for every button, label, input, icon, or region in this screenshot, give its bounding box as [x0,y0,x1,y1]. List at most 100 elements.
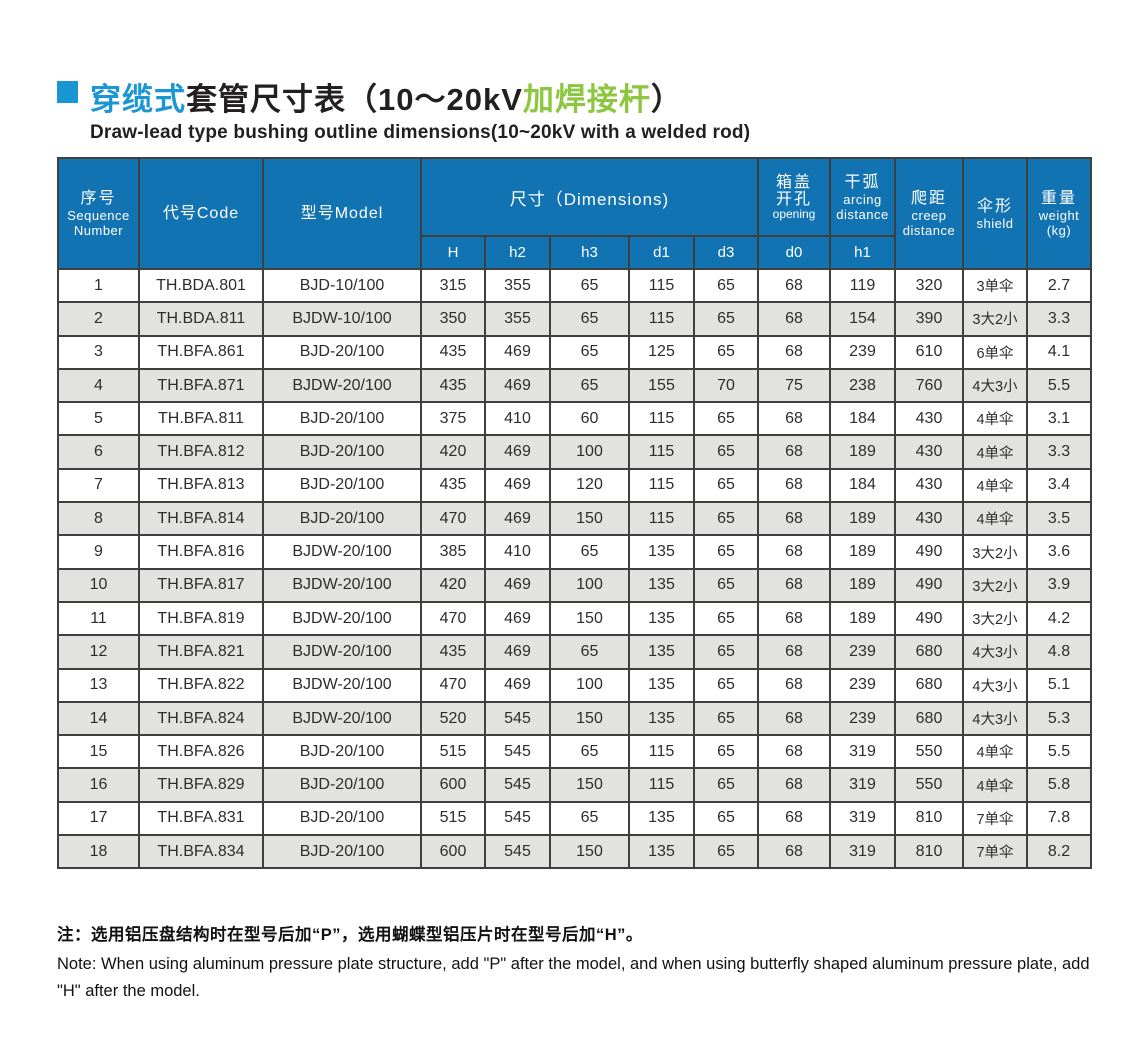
table-cell: 68 [757,334,831,370]
table-cell: BJD-10/100 [262,267,422,304]
table-cell: 3.4 [1026,467,1092,504]
table-cell: 65 [693,700,759,737]
table-cell: 68 [757,734,831,770]
table-cell: 3.1 [1026,401,1092,437]
subheader-h3: h3 [549,235,630,270]
table-cell: 469 [484,667,551,703]
table-cell: BJDW-20/100 [262,567,422,603]
table-cell: 6单伞 [962,334,1028,370]
table-cell: 65 [693,334,759,370]
table-cell: 68 [757,501,831,537]
table-cell: 150 [549,767,630,803]
table-cell: TH.BFA.829 [138,767,264,803]
table-cell: 3大2小 [962,567,1028,603]
table-cell: 115 [628,467,695,504]
table-cell: 4.2 [1026,600,1092,637]
table-cell: 4大3小 [962,634,1028,670]
table-cell: 65 [693,467,759,504]
table-row: 9 TH.BFA.816 BJDW-20/100 385 410 65 135 65 68 189… [57,534,1092,570]
table-cell: 4大3小 [962,700,1028,737]
table-cell: 469 [484,567,551,603]
table-cell: 3.5 [1026,501,1092,537]
table-cell: 435 [420,334,486,370]
table-cell: 490 [894,534,964,570]
title-zh-blue: 穿缆式 [90,82,186,117]
table-cell: 680 [894,667,964,703]
dimensions-table: 序号 Sequence Number 代号Code 型号Model 尺寸（Dim… [57,157,1092,870]
table-cell: 3.6 [1026,534,1092,570]
table-cell: 135 [628,834,695,870]
table-cell: 68 [757,267,831,304]
table-cell: 135 [628,800,695,837]
table-row: 10 TH.BFA.817 BJDW-20/100 420 469 100 135 65 68 1… [57,567,1092,603]
table-row: 8 TH.BFA.814 BJD-20/100 470 469 150 115 65 68 189… [57,501,1092,537]
table-cell: 13 [57,667,140,703]
table-cell: BJD-20/100 [262,467,422,504]
table-cell: 550 [894,767,964,803]
table-cell: 610 [894,334,964,370]
header-weight: 重量 weight (kg) [1026,157,1092,270]
page-subtitle-en: Draw-lead type bushing outline dimension… [90,122,751,143]
table-cell: 65 [549,334,630,370]
table-cell: 65 [693,501,759,537]
table-cell: BJD-20/100 [262,334,422,370]
title-block: 穿缆式套管尺寸表（10～20kV加焊接杆） Draw-lead type bus… [57,74,1097,144]
table-cell: BJDW-20/100 [262,600,422,637]
table-cell: 65 [693,767,759,803]
table-cell: 515 [420,800,486,837]
table-cell: 239 [829,700,896,737]
table-cell: 4.8 [1026,634,1092,670]
subheader-d1: d1 [628,235,695,270]
table-cell: BJDW-20/100 [262,667,422,703]
table-cell: 5.5 [1026,734,1092,770]
table-cell: 435 [420,367,486,404]
table-cell: 3.9 [1026,567,1092,603]
table-cell: 469 [484,600,551,637]
table-cell: 375 [420,401,486,437]
table-cell: 355 [484,267,551,304]
table-cell: BJD-20/100 [262,434,422,470]
table-cell: 189 [829,501,896,537]
table-cell: 189 [829,567,896,603]
table-row: 7 TH.BFA.813 BJD-20/100 435 469 120 115 65 68 184… [57,467,1092,504]
table-cell: BJD-20/100 [262,767,422,803]
table-cell: 65 [549,367,630,404]
table-cell: 189 [829,600,896,637]
table-cell: 760 [894,367,964,404]
title-zh-close: ） [650,82,683,117]
table-cell: 5 [57,401,140,437]
title-bullet-square-icon [57,81,78,103]
table-cell: 469 [484,434,551,470]
table-cell: 189 [829,434,896,470]
table-cell: 238 [829,367,896,404]
table-cell: 115 [628,734,695,770]
table-cell: 7 [57,467,140,504]
table-row: 11 TH.BFA.819 BJDW-20/100 470 469 150 135 65 68 1… [57,600,1092,637]
table-cell: TH.BFA.824 [138,700,264,737]
header-shield: 伞形 shield [962,157,1028,270]
table-cell: 490 [894,567,964,603]
table-cell: 135 [628,600,695,637]
table-cell: TH.BDA.801 [138,267,264,304]
table-cell: 410 [484,401,551,437]
table-cell: 65 [693,834,759,870]
table-cell: 65 [549,534,630,570]
header-arcing-distance: 干弧 arcing distance [829,157,896,237]
table-cell: 150 [549,600,630,637]
table-cell: 810 [894,834,964,870]
table-cell: 68 [757,834,831,870]
table-row: 18 TH.BFA.834 BJD-20/100 600 545 150 135 65 68 31… [57,834,1092,870]
table-cell: 470 [420,501,486,537]
header-creep-distance: 爬距 creep distance [894,157,964,270]
table-cell: 75 [757,367,831,404]
table-cell: 150 [549,834,630,870]
subheader-h2: h2 [484,235,551,270]
table-cell: 16 [57,767,140,803]
table-cell: 5.3 [1026,700,1092,737]
table-cell: 65 [693,301,759,337]
table-cell: 65 [693,800,759,837]
table-cell: 68 [757,600,831,637]
table-cell: 3.3 [1026,434,1092,470]
table-row: 5 TH.BFA.811 BJD-20/100 375 410 60 115 65 68 184 4… [57,401,1092,437]
table-cell: 70 [693,367,759,404]
